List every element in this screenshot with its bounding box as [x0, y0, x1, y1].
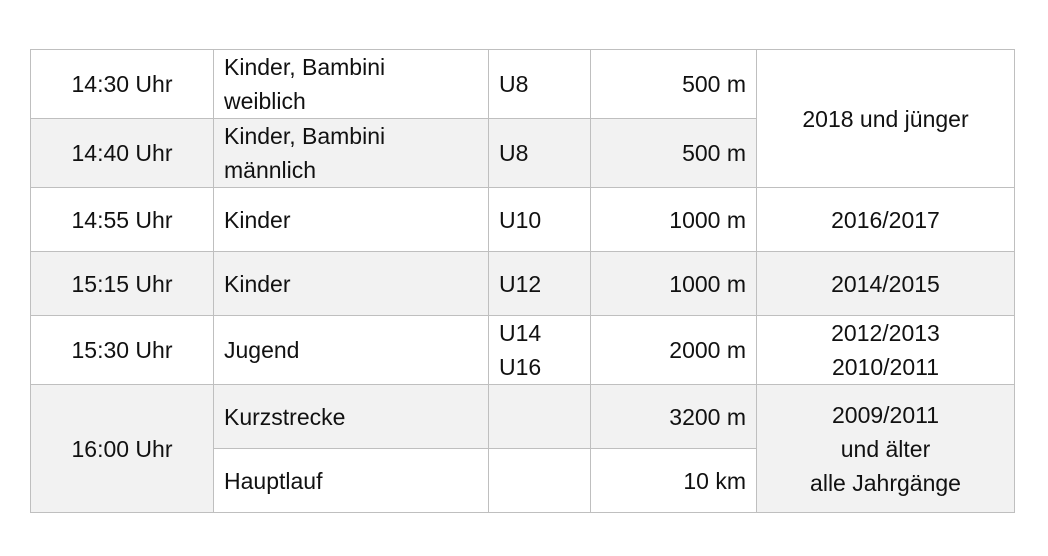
- time-cell: 16:00 Uhr: [30, 384, 214, 513]
- class-cell: [488, 384, 591, 449]
- category-line: männlich: [224, 157, 317, 183]
- table-row: 16:00 Uhr Kurzstrecke 3200 m 2009/2011 un…: [30, 384, 1015, 513]
- class-cell: U8: [488, 118, 591, 188]
- class-cell: U8: [488, 49, 591, 119]
- class-line: U16: [499, 354, 542, 380]
- class-cell: U14 U16: [488, 315, 591, 385]
- category-cell: Kinder, Bambini weiblich: [213, 49, 489, 119]
- distance-cell: 2000 m: [590, 315, 757, 385]
- table-row: 14:30 Uhr Kinder, Bambini weiblich U8 500…: [30, 49, 1015, 188]
- distance-cell: 500 m: [590, 118, 757, 188]
- years-line: alle Jahrgänge: [810, 469, 961, 496]
- table-row: Hauptlauf 10 km: [31, 448, 1015, 513]
- table-row: 15:15 Uhr Kinder U12 1000 m 2014/2015: [30, 251, 1015, 316]
- class-cell: U12: [488, 251, 591, 316]
- years-line: 2009/2011: [831, 401, 939, 428]
- distance-cell: 10 km: [590, 448, 757, 513]
- class-cell: [488, 448, 591, 513]
- distance-cell: 1000 m: [590, 251, 757, 316]
- category-cell: Jugend: [213, 315, 489, 385]
- time-cell: 14:30 Uhr: [30, 49, 214, 119]
- distance-cell: 1000 m: [590, 187, 757, 252]
- distance-cell: 500 m: [590, 49, 757, 119]
- category-line: weiblich: [224, 88, 306, 114]
- time-cell: 15:15 Uhr: [30, 251, 214, 316]
- category-cell: Hauptlauf: [213, 448, 489, 513]
- time-cell: 14:55 Uhr: [30, 187, 214, 252]
- years-line: 2012/2013: [831, 320, 940, 346]
- table-row: 14:55 Uhr Kinder U10 1000 m 2016/2017: [30, 187, 1015, 252]
- years-cell: 2018 und jünger: [756, 49, 1015, 188]
- years-line: 2010/2011: [831, 354, 939, 380]
- years-cell: 2014/2015: [756, 251, 1015, 316]
- category-line: Kinder, Bambini: [224, 123, 386, 149]
- years-cell: 2012/2013 2010/2011: [756, 315, 1015, 385]
- years-cell: 2016/2017: [756, 187, 1015, 252]
- years-line: und älter: [840, 435, 931, 462]
- distance-cell: 3200 m: [590, 384, 757, 449]
- table-row: 15:30 Uhr Jugend U14 U16 2000 m 2012/2013…: [30, 315, 1015, 385]
- category-cell: Kinder: [213, 187, 489, 252]
- time-cell: 15:30 Uhr: [30, 315, 214, 385]
- time-cell: 14:40 Uhr: [30, 118, 214, 188]
- years-cell: 2009/2011 und älter alle Jahrgänge: [756, 384, 1015, 513]
- class-cell: U10: [488, 187, 591, 252]
- class-line: U14: [499, 320, 542, 346]
- schedule-table: 14:30 Uhr Kinder, Bambini weiblich U8 500…: [30, 49, 1015, 513]
- category-cell: Kurzstrecke: [213, 384, 489, 449]
- category-cell: Kinder, Bambini männlich: [213, 118, 489, 188]
- category-cell: Kinder: [213, 251, 489, 316]
- category-line: Kinder, Bambini: [224, 54, 386, 80]
